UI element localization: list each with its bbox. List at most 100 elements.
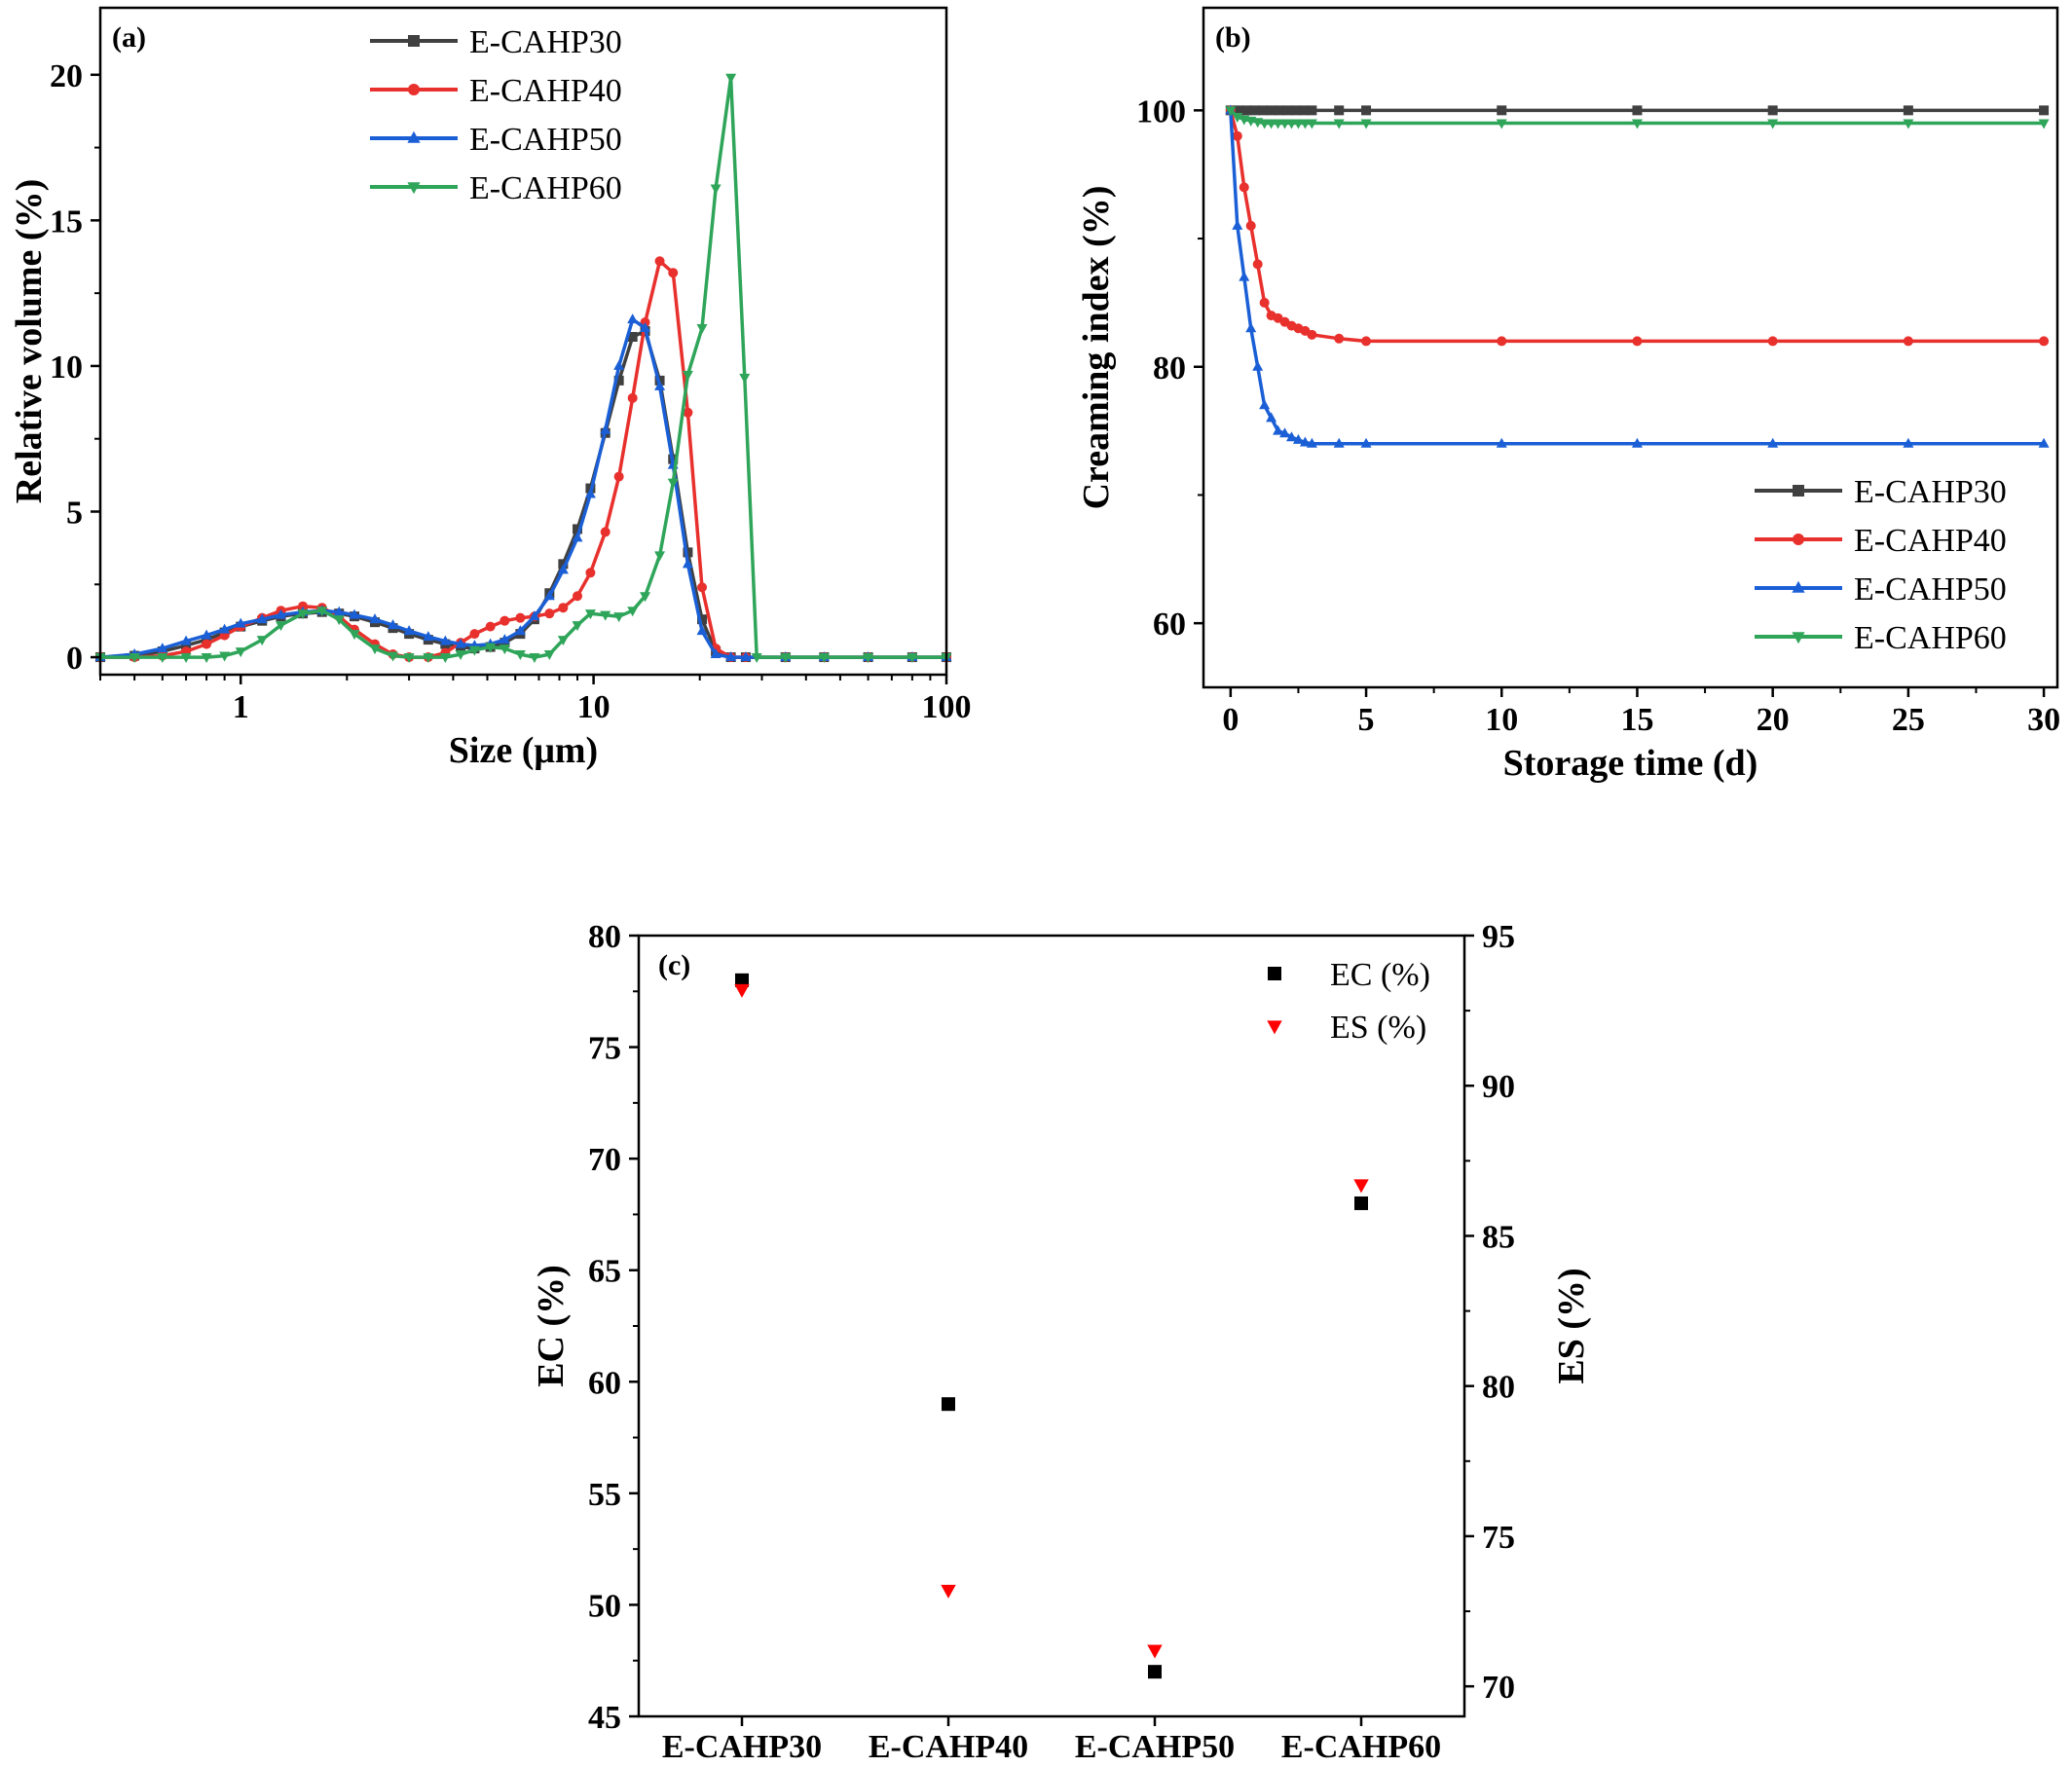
data-point: [780, 653, 792, 664]
data-point: [584, 488, 596, 498]
data-point: [388, 619, 399, 630]
series-e-cahp30: [95, 326, 951, 663]
legend-marker: [408, 84, 420, 95]
y-tick-label: 60: [1153, 607, 1186, 643]
legend-marker: [1792, 632, 1805, 644]
y2-tick-label: 75: [1482, 1520, 1515, 1556]
legend-label: E-CAHP40: [1854, 523, 2007, 559]
data-point: [654, 256, 665, 267]
data-point: [333, 615, 345, 626]
data-point: [1266, 119, 1277, 129]
y2-tick-label: 95: [1482, 919, 1515, 955]
data-point: [725, 651, 737, 662]
x-tick-label: 1: [233, 689, 249, 725]
x-category-label: E-CAHP60: [1281, 1729, 1441, 1765]
data-point: [1631, 119, 1643, 129]
data-point: [1307, 105, 1317, 116]
x-tick-label: 10: [1485, 702, 1518, 738]
data-point: [1767, 105, 1778, 116]
plot-frame: [1202, 6, 2059, 689]
legend-marker: [407, 182, 421, 195]
data-point: [863, 653, 874, 664]
legend-marker: [408, 35, 420, 47]
data-point: [276, 621, 287, 632]
data-point: [1234, 105, 1244, 116]
data-point: [1290, 105, 1301, 116]
data-point: [235, 647, 246, 658]
data-point: [1245, 220, 1256, 231]
data-point: [1497, 105, 1507, 116]
x-axis-label: Storage time (d): [1503, 743, 1758, 784]
data-point: [2038, 437, 2050, 448]
data-point-ec: [735, 973, 749, 987]
data-point: [1252, 360, 1264, 371]
panel-label: (b): [1215, 21, 1251, 54]
data-point: [1285, 431, 1297, 442]
series-line-e-cahp50: [99, 317, 946, 659]
y-tick-label: 65: [588, 1254, 621, 1290]
data-point: [710, 184, 722, 195]
x-tick-label: 15: [1620, 702, 1653, 738]
data-point: [369, 644, 381, 655]
y-tick-label: 100: [1136, 93, 1186, 129]
y-tick-label: 80: [1153, 350, 1186, 387]
data-point: [557, 564, 569, 574]
data-point: [2038, 119, 2050, 129]
data-point: [1282, 105, 1293, 116]
x-tick-label: 10: [577, 689, 610, 725]
data-point: [297, 609, 309, 620]
data-point: [710, 648, 722, 659]
data-point: [439, 653, 451, 664]
data-point: [1361, 105, 1372, 116]
legend-label: E-CAHP30: [1854, 474, 2007, 510]
series-line-e-cahp50: [1229, 110, 2045, 446]
data-point: [201, 653, 212, 664]
data-point: [683, 547, 693, 558]
data-point: [573, 591, 583, 602]
data-point: [499, 644, 510, 655]
data-point: [529, 653, 540, 664]
data-point: [1496, 119, 1507, 129]
data-point-ec: [942, 1397, 955, 1412]
data-point: [1334, 333, 1345, 344]
data-point: [1259, 399, 1271, 410]
data-point: [1299, 119, 1311, 129]
series-line-e-cahp60: [100, 76, 946, 659]
series-e-cahp40: [95, 256, 951, 663]
data-point: [1239, 271, 1250, 281]
legend-label: E-CAHP60: [469, 170, 622, 206]
data-point: [423, 653, 434, 664]
legend-label: E-CAHP50: [469, 122, 622, 158]
data-point: [349, 608, 360, 619]
data-point: [1232, 112, 1243, 123]
data-point: [181, 641, 192, 651]
y-tick-label: 60: [588, 1365, 621, 1401]
data-point: [627, 607, 639, 617]
plot-frame: [98, 6, 948, 677]
legend-marker: [1793, 485, 1804, 497]
data-point: [1903, 336, 1913, 347]
data-point: [682, 558, 693, 569]
plot-frame: [637, 934, 1466, 1718]
data-point: [1259, 297, 1270, 308]
legend-label: EC (%): [1330, 957, 1430, 993]
data-point: [219, 623, 231, 634]
data-point: [725, 73, 737, 84]
data-point: [697, 614, 708, 625]
x-tick-label: 20: [1757, 702, 1790, 738]
y-tick-label: 45: [588, 1700, 621, 1736]
data-point: [1273, 424, 1284, 435]
data-point: [1496, 437, 1507, 448]
data-point: [316, 607, 328, 617]
data-point: [751, 653, 762, 664]
data-point: [1241, 105, 1252, 116]
panel-b-creaming-index-chart: 0 5 10 15 20 25 30 60 80 100 Storage time (d) Cream…: [1076, 6, 2060, 784]
data-point: [1279, 427, 1291, 438]
data-point: [1767, 336, 1778, 347]
legend-marker: [1793, 534, 1804, 545]
data-point: [654, 551, 666, 562]
data-point: [129, 653, 140, 664]
data-point: [469, 629, 480, 640]
data-point: [1903, 119, 1914, 129]
